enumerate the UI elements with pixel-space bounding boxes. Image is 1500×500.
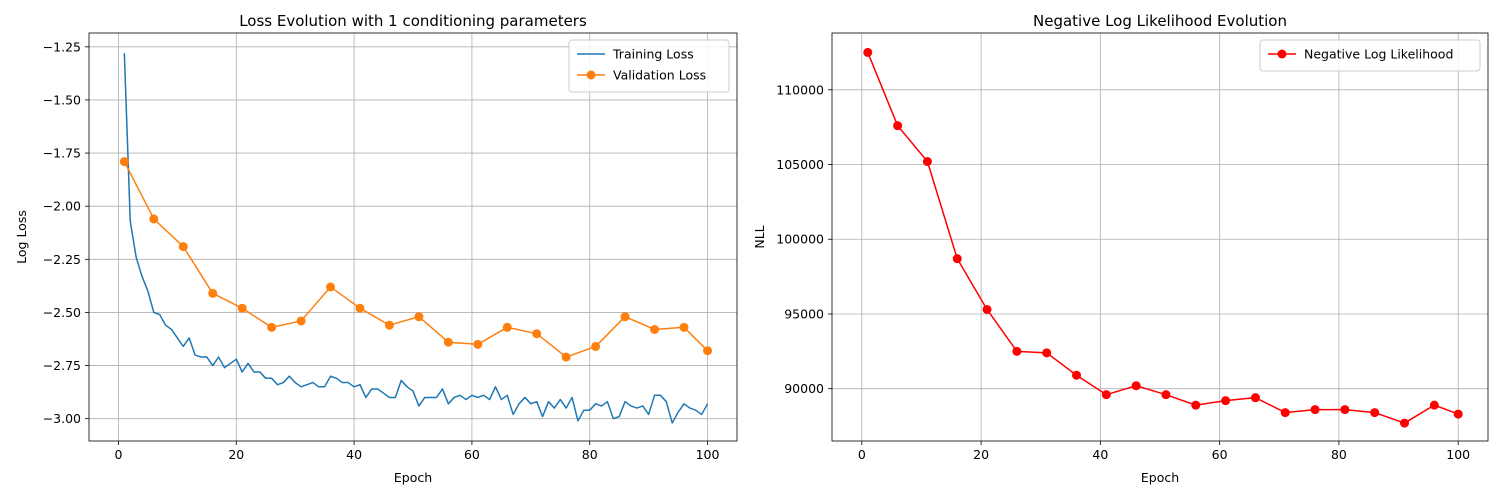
x-tick-label: 0 bbox=[114, 447, 122, 462]
data-point bbox=[178, 242, 188, 252]
data-point bbox=[1280, 408, 1290, 418]
data-point bbox=[443, 337, 453, 347]
data-point bbox=[1400, 418, 1410, 428]
series-line-1 bbox=[867, 52, 1459, 424]
legend-box bbox=[1259, 39, 1481, 72]
legend-label: Negative Log Likelihood bbox=[1304, 47, 1453, 62]
data-point bbox=[863, 47, 873, 57]
y-tick-label: 100000 bbox=[776, 232, 824, 247]
data-point bbox=[119, 157, 129, 167]
chart-panel-1: 0 20 40 60 80 100 −1.25 −1.50 −1.75 −2.00 −2.25 −2.… bbox=[14, 12, 738, 485]
data-point bbox=[1161, 390, 1171, 400]
data-point bbox=[1072, 370, 1082, 380]
data-point bbox=[267, 322, 277, 332]
y-tick-label: −2.00 bbox=[43, 199, 81, 214]
data-point bbox=[1101, 390, 1111, 400]
data-point bbox=[149, 214, 159, 224]
y-tick-label: 110000 bbox=[776, 82, 824, 97]
y-tick-label: 90000 bbox=[784, 381, 824, 396]
axes-frame bbox=[88, 32, 738, 442]
x-axis-label: Epoch bbox=[1141, 470, 1179, 485]
y-tick-label: −1.75 bbox=[43, 146, 81, 161]
data-point bbox=[922, 157, 932, 167]
data-point bbox=[561, 352, 571, 362]
data-point bbox=[502, 322, 512, 332]
x-tick-label: 80 bbox=[582, 447, 598, 462]
chart-title: Loss Evolution with 1 conditioning param… bbox=[239, 12, 587, 30]
data-point bbox=[355, 303, 365, 313]
data-point bbox=[591, 341, 601, 351]
data-point bbox=[326, 282, 336, 292]
data-point bbox=[1310, 405, 1320, 415]
data-point bbox=[1250, 393, 1260, 403]
x-tick-label: 20 bbox=[228, 447, 244, 462]
data-point bbox=[1340, 405, 1350, 415]
legend-label: Validation Loss bbox=[613, 68, 706, 83]
data-point bbox=[1131, 381, 1141, 391]
x-tick-label: 60 bbox=[1212, 447, 1228, 462]
data-point bbox=[1191, 400, 1201, 410]
legend: Negative Log Likelihood bbox=[1259, 39, 1481, 72]
data-point bbox=[1221, 396, 1231, 406]
x-tick-label: 40 bbox=[346, 447, 362, 462]
x-axis-label: Epoch bbox=[394, 470, 432, 485]
data-point bbox=[703, 346, 713, 356]
data-point bbox=[473, 339, 483, 349]
data-point bbox=[237, 303, 247, 313]
x-tick-label: 40 bbox=[1092, 447, 1108, 462]
legend-label: Training Loss bbox=[612, 47, 694, 62]
legend-box bbox=[568, 39, 730, 93]
data-point bbox=[384, 320, 394, 330]
y-tick-label: −1.25 bbox=[43, 39, 81, 54]
x-tick-label: 100 bbox=[1446, 447, 1470, 462]
data-point bbox=[982, 304, 992, 314]
data-point bbox=[1370, 408, 1380, 418]
x-tick-label: 60 bbox=[464, 447, 480, 462]
data-point bbox=[1012, 346, 1022, 356]
data-point bbox=[650, 324, 660, 334]
data-point bbox=[1042, 348, 1052, 358]
x-tick-label: 100 bbox=[696, 447, 720, 462]
series-line-1 bbox=[123, 53, 709, 424]
y-tick-label: −2.25 bbox=[43, 252, 81, 267]
data-point bbox=[296, 316, 306, 326]
legend-marker bbox=[586, 70, 596, 80]
y-axis-label: NLL bbox=[752, 225, 767, 248]
data-point bbox=[532, 329, 542, 339]
data-point bbox=[679, 322, 689, 332]
legend: Training Loss Validation Loss bbox=[568, 39, 730, 93]
x-tick-label: 0 bbox=[858, 447, 866, 462]
legend-marker bbox=[1277, 49, 1287, 59]
data-point bbox=[1429, 400, 1439, 410]
y-tick-label: −2.75 bbox=[43, 358, 81, 373]
y-axis-label: Log Loss bbox=[14, 210, 29, 264]
data-point bbox=[952, 254, 962, 264]
y-tick-label: 95000 bbox=[784, 306, 824, 321]
data-point bbox=[208, 288, 218, 298]
chart-panel-2: 0 20 40 60 80 100 90000 95000 100000 105000 110000… bbox=[752, 12, 1489, 485]
data-point bbox=[414, 312, 424, 322]
y-tick-label: −2.50 bbox=[43, 305, 81, 320]
chart-title: Negative Log Likelihood Evolution bbox=[1033, 12, 1287, 30]
y-tick-label: −1.50 bbox=[43, 92, 81, 107]
axes-frame bbox=[831, 32, 1489, 442]
x-tick-label: 20 bbox=[973, 447, 989, 462]
y-tick-label: 105000 bbox=[776, 157, 824, 172]
data-point bbox=[1453, 409, 1463, 419]
y-tick-label: −3.00 bbox=[43, 411, 81, 426]
x-tick-label: 80 bbox=[1331, 447, 1347, 462]
data-point bbox=[893, 121, 903, 131]
data-point bbox=[620, 312, 630, 322]
